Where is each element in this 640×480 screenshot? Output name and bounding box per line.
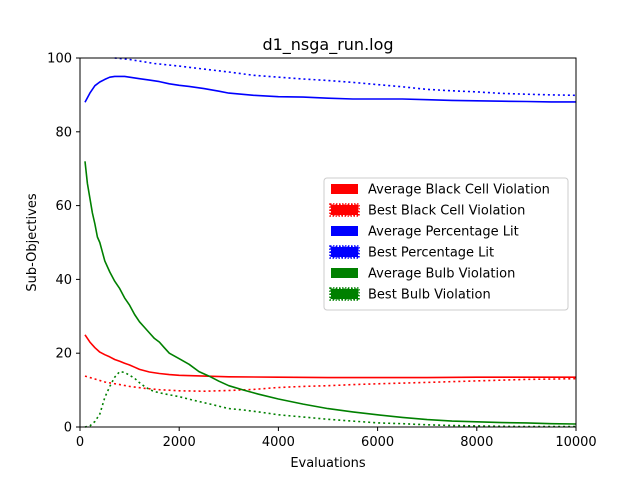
series-layer [84,57,577,428]
legend-swatch-1 [330,204,359,216]
series-line-4 [84,161,577,425]
legend-label-0: Average Black Cell Violation [368,183,550,198]
y-tick-label: 0 [64,421,72,436]
legend-label-5: Best Bulb Violation [368,288,491,303]
plot-frame [79,57,577,428]
legend-label-3: Best Percentage Lit [368,246,494,261]
legend: Average Black Cell Violation Best Black C… [323,177,569,311]
x-axis-label: Evaluations [290,456,366,471]
x-tick-label: 8000 [460,435,493,450]
legend-swatch-4 [331,268,358,278]
y-tick-label: 20 [55,347,72,362]
legend-box [323,177,569,311]
x-tick-label: 0 [76,435,84,450]
chart-title: d1_nsga_run.log [262,35,393,55]
y-tick-label: 80 [55,125,72,140]
legend-label-1: Best Black Cell Violation [368,204,525,219]
series-line-0 [84,334,576,379]
legend-label-2: Average Percentage Lit [368,225,519,240]
y-tick-label: 40 [55,273,72,288]
x-tick-label: 10000 [555,435,596,450]
series-line-2 [84,75,576,103]
legend-swatch-3 [330,246,359,258]
y-tick-label: 60 [55,199,72,214]
x-tick-label: 6000 [361,435,394,450]
y-tick-label: 100 [47,52,72,67]
series-line-1 [84,375,577,393]
legend-swatch-5 [330,288,359,300]
x-tick-label: 2000 [163,435,196,450]
legend-swatch-0 [331,184,358,194]
x-axis: 0 2000 4000 6000 8000 10000 [76,427,597,450]
legend-swatch-2 [331,226,358,236]
x-tick-label: 4000 [262,435,295,450]
y-axis: 0 20 40 60 80 100 [47,52,80,436]
legend-swatch-edge-5 [329,287,360,301]
legend-swatch-edge-1 [329,203,360,217]
legend-swatch-edge-3 [329,245,360,259]
y-axis-label: Sub-Objectives [25,193,40,291]
legend-label-4: Average Bulb Violation [368,267,515,282]
